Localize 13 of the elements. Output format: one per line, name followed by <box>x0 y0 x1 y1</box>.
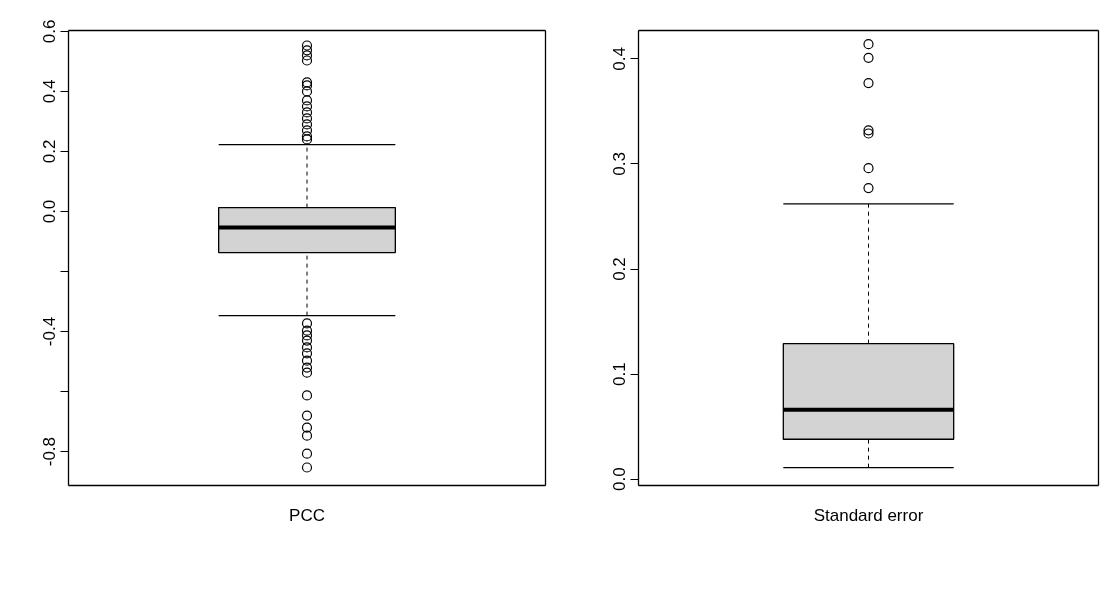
y-tick-label: -0.8 <box>40 436 60 467</box>
y-tick-label: 0.1 <box>610 362 630 386</box>
y-tick-label: 0.3 <box>610 152 630 176</box>
y-tick-label: 0.4 <box>40 79 60 104</box>
y-tick-label: -0.4 <box>40 316 60 347</box>
y-tick-label: 0.2 <box>610 257 630 281</box>
y-tick-label: 0.0 <box>610 467 630 492</box>
y-tick-label: 0.0 <box>40 199 60 224</box>
x-tick-label: PCC <box>289 505 325 525</box>
x-tick-label: Standard error <box>813 505 924 525</box>
y-tick-label: 0.6 <box>40 19 60 44</box>
y-tick-label: 0.2 <box>40 139 60 164</box>
y-tick-label: 0.4 <box>610 47 630 71</box>
